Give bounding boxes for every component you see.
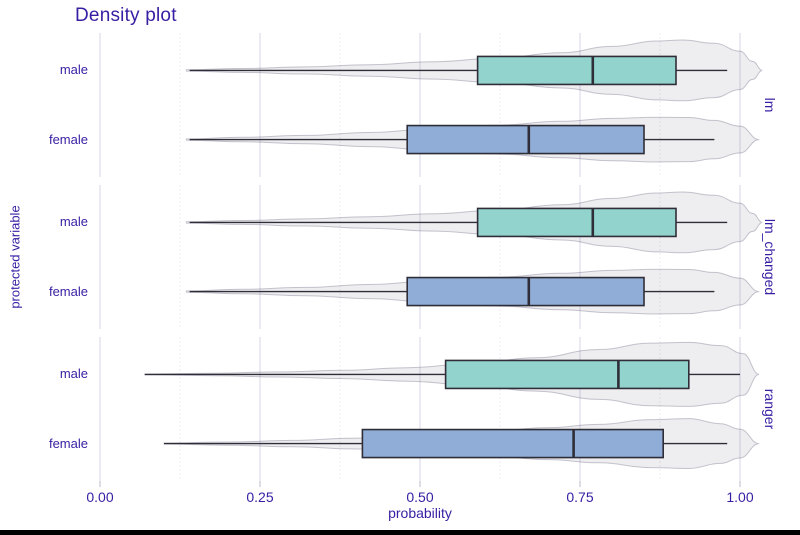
- x-tick-label-0.25: 0.25: [246, 489, 274, 505]
- box-lm-female: [406, 124, 645, 155]
- box-ranger-male: [444, 359, 690, 390]
- facet-label-lm: lm: [762, 97, 778, 113]
- x-tick-label-0.75: 0.75: [566, 489, 594, 505]
- box-lm_changed-female: [406, 276, 645, 307]
- category-label-female: female: [48, 283, 88, 299]
- window-edge-bar: [0, 530, 800, 535]
- box-lm_changed-male: [476, 207, 677, 238]
- x-tick-label-1.00: 1.00: [726, 489, 754, 505]
- plot-title: Density plot: [75, 5, 177, 26]
- category-label-female: female: [48, 131, 88, 147]
- category-label-male: male: [59, 214, 88, 230]
- box-ranger-female: [361, 428, 664, 459]
- category-label-male: male: [59, 62, 88, 78]
- facet-label-ranger: ranger: [762, 388, 778, 430]
- x-tick-label-0.50: 0.50: [406, 489, 434, 505]
- category-label-female: female: [48, 435, 88, 451]
- category-label-male: male: [59, 366, 88, 382]
- x-tick-label-0.00: 0.00: [86, 489, 114, 505]
- facet-label-lm_changed: lm_changed: [762, 218, 778, 296]
- box-lm-male: [476, 55, 677, 86]
- x-axis-title: probability: [388, 505, 452, 521]
